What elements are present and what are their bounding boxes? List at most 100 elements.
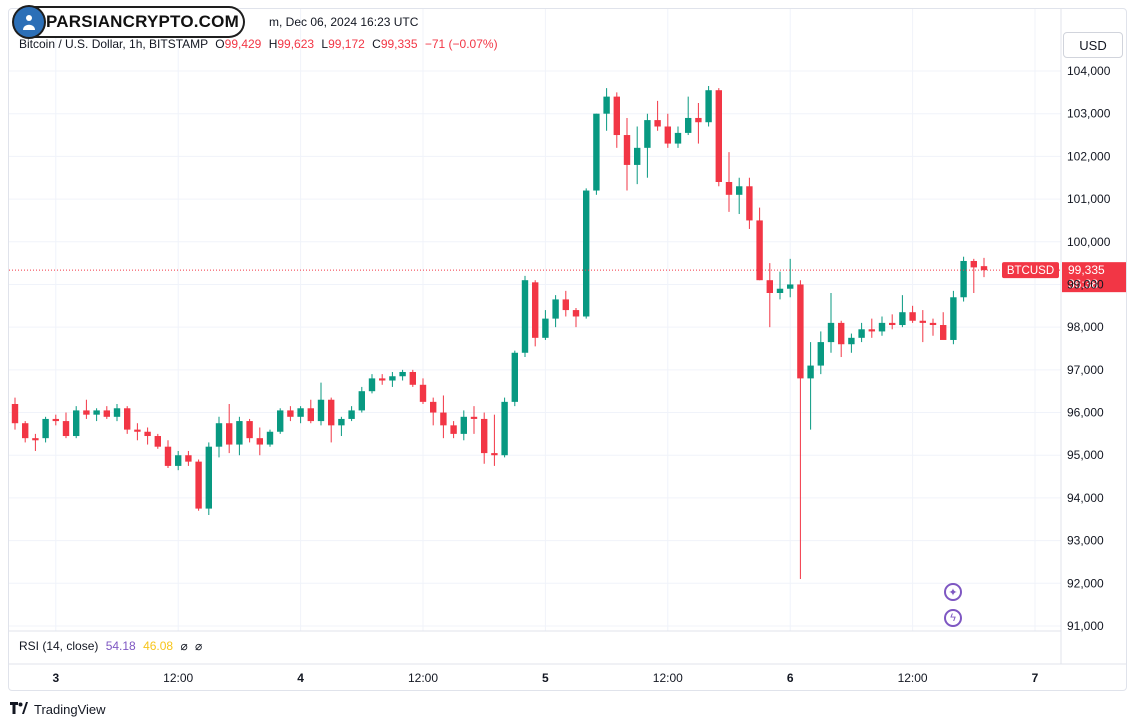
- x-tick-label: 4: [297, 671, 304, 685]
- y-tick-label: 104,000: [1067, 64, 1111, 78]
- y-tick-label: 101,000: [1067, 192, 1111, 206]
- candle-body: [644, 120, 651, 148]
- tradingview-logo-icon: [10, 701, 28, 717]
- candle-body: [817, 342, 824, 366]
- symbol-tag-bg: [1002, 262, 1059, 279]
- candle-body: [950, 297, 957, 340]
- candle-body: [654, 120, 661, 127]
- candle-body: [940, 325, 947, 340]
- candle-body: [705, 90, 712, 123]
- candle-body: [787, 284, 794, 289]
- candle-body: [970, 260, 977, 268]
- ohlc-open: O99,429: [215, 37, 262, 51]
- candle-body: [634, 147, 641, 165]
- candle-body: [266, 431, 274, 445]
- ohlc-high: H99,623: [268, 37, 315, 51]
- x-tick-label: 12:00: [163, 671, 193, 685]
- sparkle-icon[interactable]: ✦: [944, 583, 962, 601]
- candle-body: [256, 438, 263, 445]
- y-tick-label: 95,000: [1067, 448, 1104, 462]
- candle-body: [878, 322, 886, 332]
- symbol-description[interactable]: Bitcoin / U.S. Dollar, 1h, BITSTAMP: [19, 37, 208, 51]
- candle-body: [338, 418, 345, 426]
- y-tick-label: 99,000: [1067, 277, 1104, 291]
- candle-body: [62, 421, 70, 437]
- ohlc-low: L99,172: [321, 37, 365, 51]
- rsi-value-1: 54.18: [105, 639, 136, 653]
- candle-body: [440, 412, 447, 426]
- tradingview-branding[interactable]: TradingView: [10, 701, 106, 717]
- ohlc-change: −71 (−0.07%): [424, 37, 498, 51]
- rsi-value-2: 46.08: [143, 639, 174, 653]
- candle-body: [542, 318, 549, 338]
- y-tick-label: 92,000: [1067, 576, 1104, 590]
- candle-body: [797, 284, 804, 379]
- candle-body: [450, 425, 457, 434]
- candle-body: [287, 410, 294, 417]
- candle-body: [685, 117, 692, 133]
- candle-body: [297, 408, 304, 417]
- candle-body: [889, 322, 896, 326]
- candle-body: [980, 266, 988, 271]
- y-tick-label: 97,000: [1067, 363, 1104, 377]
- candle-body: [348, 410, 355, 419]
- candle-body: [195, 461, 202, 509]
- y-tick-label: 102,000: [1067, 149, 1111, 163]
- x-tick-label: 7: [1032, 671, 1039, 685]
- candle-body: [470, 416, 478, 419]
- chart-frame[interactable]: BTCUSD 99,335 36:38 91,000 92,000 93,000 94,0…: [8, 8, 1127, 691]
- rsi-indicator-legend[interactable]: RSI (14, close) 54.18 46.08 ⌀ ⌀: [19, 639, 202, 653]
- candle-body: [93, 410, 100, 415]
- candle-body: [715, 90, 722, 182]
- candle-body: [226, 423, 233, 445]
- x-tick-label: 12:00: [408, 671, 438, 685]
- candle-body: [929, 322, 937, 326]
- candle-body: [419, 384, 427, 402]
- candle-body: [358, 391, 365, 411]
- candle-body: [328, 399, 335, 426]
- candle-body: [756, 220, 763, 281]
- candle-body: [766, 280, 773, 293]
- candle-body: [511, 352, 518, 402]
- candle-body: [827, 322, 835, 343]
- candle-body: [583, 190, 590, 317]
- candle-body: [83, 410, 90, 415]
- x-tick-label: 5: [542, 671, 549, 685]
- candle-body: [379, 378, 386, 381]
- candle-body: [409, 371, 416, 385]
- candle-body: [776, 288, 784, 293]
- price-tag-countdown: 36:38: [1068, 277, 1098, 291]
- candle-body: [572, 310, 580, 317]
- candle-body: [236, 421, 243, 445]
- y-tick-label: 96,000: [1067, 406, 1104, 420]
- candle-body: [552, 299, 559, 319]
- candle-body: [103, 410, 110, 417]
- candle-body: [899, 312, 906, 326]
- grid-lines: [9, 9, 1061, 631]
- candle-body: [695, 117, 702, 123]
- candle-body: [52, 418, 59, 422]
- source-line: m, Dec 06, 2024 16:23 UTC: [269, 15, 419, 29]
- candle-body: [154, 436, 161, 447]
- currency-button[interactable]: USD: [1063, 32, 1123, 58]
- y-tick-label: 93,000: [1067, 534, 1104, 548]
- candle-body: [175, 455, 182, 466]
- candle-body: [491, 453, 498, 456]
- y-tick-label: 94,000: [1067, 491, 1104, 505]
- axes: 91,000 92,000 93,000 94,000 95,000 96,000 97,0…: [9, 9, 1126, 685]
- candle-body: [868, 329, 875, 332]
- tradingview-label: TradingView: [34, 701, 106, 717]
- candle-body: [73, 410, 80, 437]
- candle-body: [32, 438, 39, 441]
- price-tag-value: 99,335: [1068, 263, 1105, 277]
- lightning-icon[interactable]: ϟ: [944, 609, 962, 627]
- rsi-glyph-2: ⌀: [195, 639, 203, 653]
- rsi-label: RSI (14, close): [19, 639, 99, 653]
- candle-body: [858, 329, 865, 338]
- x-tick-label: 3: [52, 671, 59, 685]
- rsi-glyph-1: ⌀: [180, 639, 188, 653]
- ohlc-close: C99,335: [372, 37, 418, 51]
- candle-body: [613, 96, 620, 136]
- x-tick-label: 6: [787, 671, 794, 685]
